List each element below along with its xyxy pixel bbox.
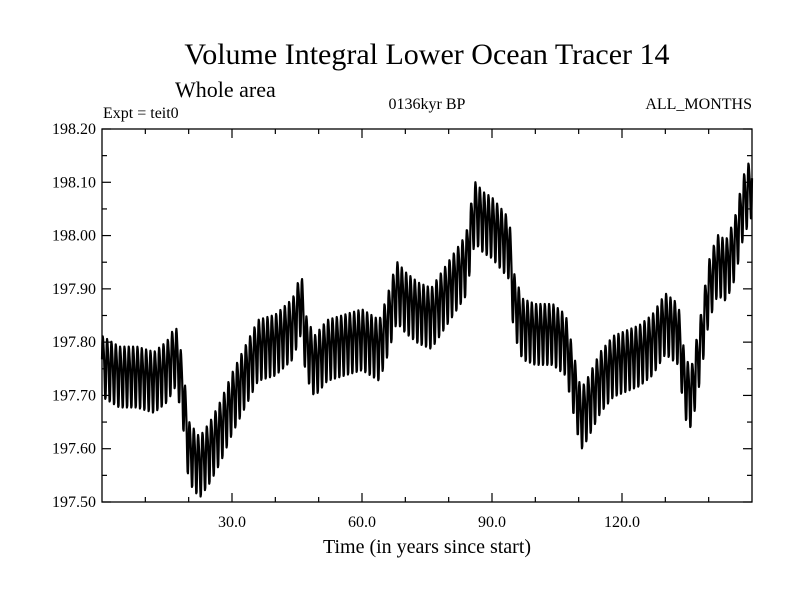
y-tick-label: 197.70 [52,387,96,404]
y-tick-label: 198.20 [52,121,96,138]
x-axis: 30.0 60.0 90.0 120.0 [144,129,710,531]
y-tick-label: 197.60 [52,441,96,458]
x-tick-label: 60.0 [348,514,376,531]
y-tick-label: 197.80 [52,334,96,351]
y-tick-label: 197.50 [52,494,96,511]
months-label: ALL_MONTHS [645,96,752,113]
chart-subtitle: Whole area [175,77,276,102]
x-tick-label: 90.0 [478,514,506,531]
series-line [100,162,754,498]
y-axis: 197.50 197.60 197.70 197.80 197.90 198.00 198.… [52,121,752,511]
y-tick-label: 197.90 [52,281,96,298]
x-tick-label: 120.0 [604,514,640,531]
y-tick-label: 198.10 [52,174,96,191]
x-axis-label: Time (in years since start) [323,536,531,558]
x-tick-label: 30.0 [218,514,246,531]
y-tick-label: 198.00 [52,228,96,245]
experiment-label: Expt = teit0 [103,105,179,122]
period-label: 0136kyr BP [389,96,466,113]
chart-title: Volume Integral Lower Ocean Tracer 14 [184,38,669,71]
